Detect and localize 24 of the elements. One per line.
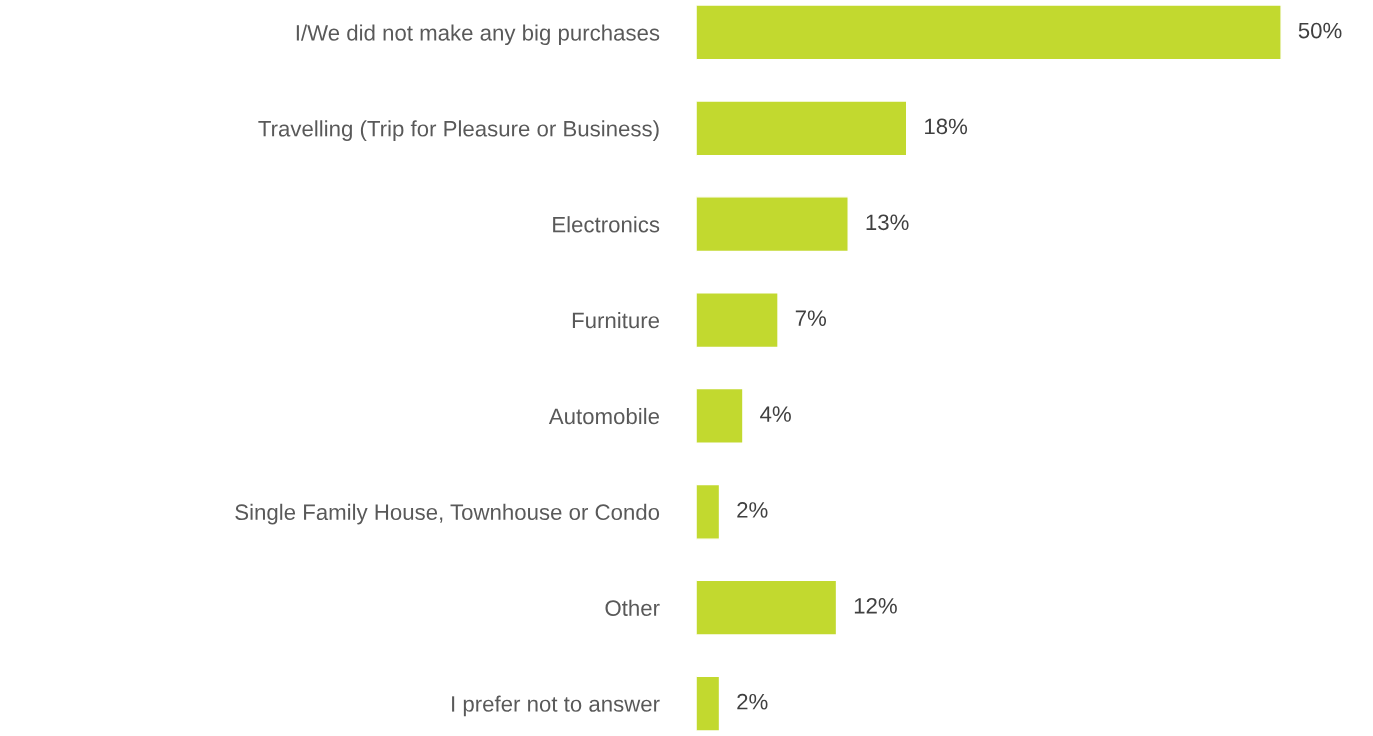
y-tick-label: Single Family House, Townhouse or Condo xyxy=(235,503,660,525)
data-label: 7% xyxy=(795,310,827,326)
bar xyxy=(696,387,744,444)
data-label: 2% xyxy=(737,693,768,710)
y-tick-label: Other xyxy=(605,599,660,616)
y-tick-label: Travelling (Trip for Pleasure or Business) xyxy=(258,120,659,141)
bar xyxy=(696,675,721,732)
bar xyxy=(696,483,721,540)
data-label: 12% xyxy=(854,597,897,614)
data-label: 13% xyxy=(866,214,909,231)
bar xyxy=(696,579,838,636)
bar xyxy=(696,196,849,253)
data-label: 18% xyxy=(925,118,968,135)
y-tick-label: Automobile xyxy=(548,407,660,425)
y-tick-label: Furniture xyxy=(572,312,660,329)
y-tick-label: Electronics xyxy=(553,216,660,233)
y-tick-label: I prefer not to answer xyxy=(452,695,660,717)
bar xyxy=(696,4,1282,61)
data-label: 50% xyxy=(1298,22,1342,39)
y-tick-label: I/We did not make any big purchases xyxy=(296,24,660,46)
bar xyxy=(696,100,908,157)
bar xyxy=(696,292,779,349)
data-label: 4% xyxy=(760,406,791,422)
data-label: 2% xyxy=(737,502,768,518)
